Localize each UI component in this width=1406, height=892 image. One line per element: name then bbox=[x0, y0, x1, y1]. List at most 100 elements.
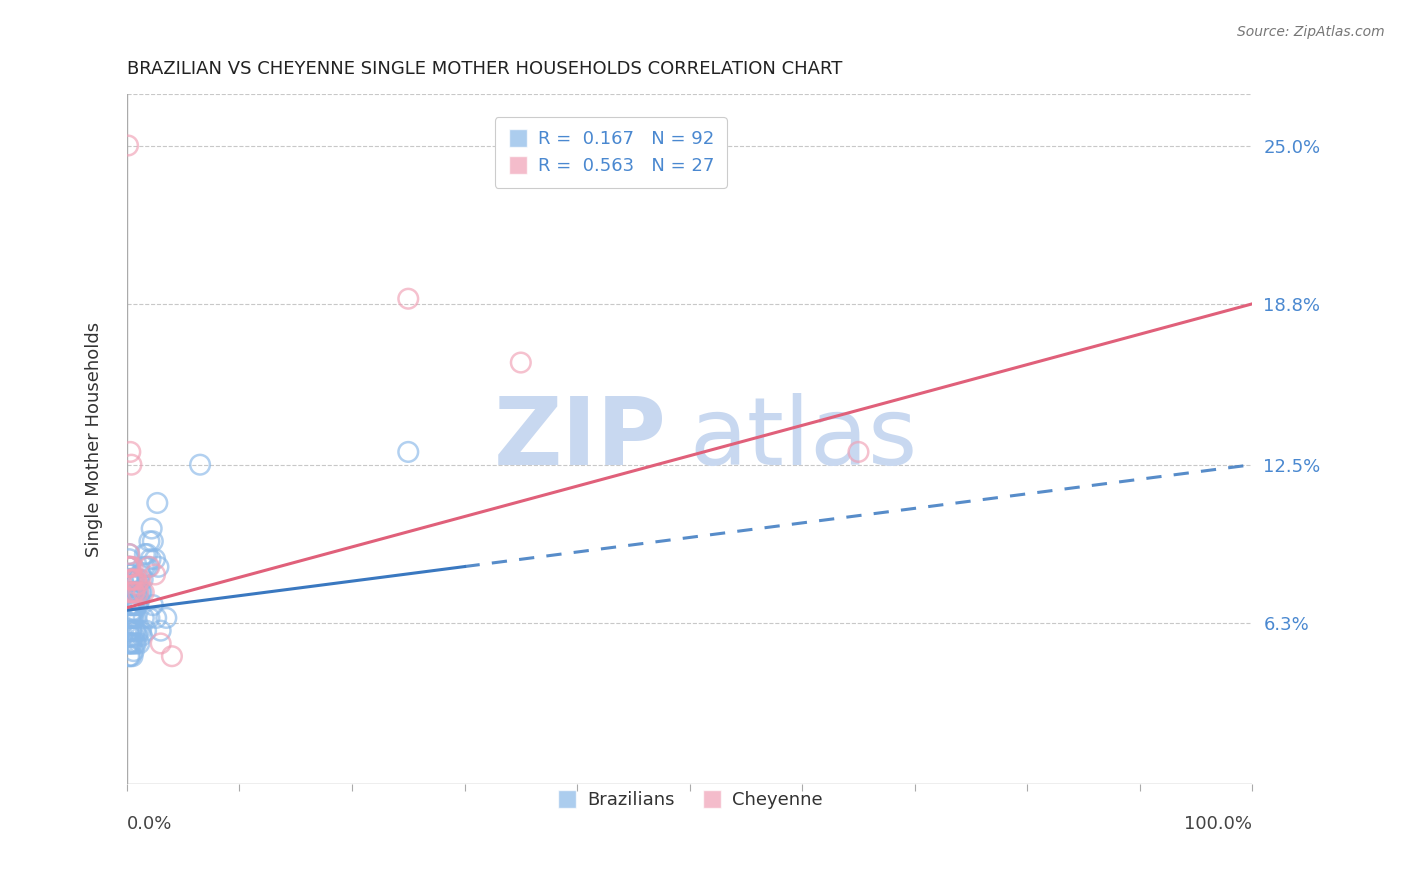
Point bbox=[127, 585, 149, 599]
Point bbox=[117, 624, 139, 638]
Point bbox=[125, 598, 148, 612]
Text: BRAZILIAN VS CHEYENNE SINGLE MOTHER HOUSEHOLDS CORRELATION CHART: BRAZILIAN VS CHEYENNE SINGLE MOTHER HOUS… bbox=[127, 60, 842, 78]
Point bbox=[118, 559, 141, 574]
Point bbox=[135, 624, 157, 638]
Point bbox=[125, 585, 148, 599]
Point bbox=[118, 636, 141, 650]
Point bbox=[121, 603, 143, 617]
Point bbox=[131, 585, 153, 599]
Point bbox=[120, 611, 142, 625]
Point bbox=[148, 559, 170, 574]
Point bbox=[129, 567, 152, 582]
Point bbox=[124, 603, 146, 617]
Point bbox=[127, 585, 149, 599]
Point bbox=[125, 636, 148, 650]
Point bbox=[120, 445, 142, 459]
Point bbox=[138, 534, 160, 549]
Point bbox=[120, 573, 142, 587]
Point bbox=[118, 567, 141, 582]
Point bbox=[125, 598, 148, 612]
Point bbox=[120, 629, 142, 643]
Point bbox=[134, 547, 156, 561]
Point bbox=[396, 445, 419, 459]
Point bbox=[121, 559, 143, 574]
Point bbox=[120, 577, 142, 591]
Point bbox=[122, 585, 145, 599]
Point bbox=[138, 559, 160, 574]
Point bbox=[120, 585, 142, 599]
Point bbox=[118, 598, 141, 612]
Point bbox=[122, 585, 145, 599]
Point bbox=[136, 559, 159, 574]
Point bbox=[121, 611, 143, 625]
Point bbox=[132, 559, 155, 574]
Point bbox=[121, 585, 143, 599]
Point bbox=[143, 552, 166, 566]
Point bbox=[149, 636, 172, 650]
Point bbox=[129, 624, 152, 638]
Point bbox=[396, 292, 419, 306]
Point bbox=[120, 585, 142, 599]
Point bbox=[142, 598, 165, 612]
Text: 0.0%: 0.0% bbox=[127, 814, 173, 832]
Point bbox=[122, 598, 145, 612]
Point bbox=[141, 522, 163, 536]
Point bbox=[122, 573, 145, 587]
Point bbox=[122, 611, 145, 625]
Point bbox=[188, 458, 211, 472]
Point bbox=[124, 593, 146, 607]
Point bbox=[120, 624, 142, 638]
Point bbox=[848, 445, 870, 459]
Text: ZIP: ZIP bbox=[495, 393, 666, 485]
Point bbox=[120, 611, 142, 625]
Point bbox=[124, 585, 146, 599]
Point bbox=[121, 593, 143, 607]
Text: atlas: atlas bbox=[689, 393, 918, 485]
Y-axis label: Single Mother Households: Single Mother Households bbox=[86, 322, 103, 557]
Point bbox=[125, 629, 148, 643]
Point bbox=[509, 355, 531, 369]
Point bbox=[118, 649, 141, 664]
Point bbox=[132, 611, 155, 625]
Point bbox=[120, 649, 142, 664]
Point bbox=[125, 585, 148, 599]
Point bbox=[124, 573, 146, 587]
Point bbox=[122, 629, 145, 643]
Point bbox=[160, 649, 183, 664]
Point bbox=[118, 585, 141, 599]
Point bbox=[121, 573, 143, 587]
Point bbox=[125, 611, 148, 625]
Point bbox=[117, 636, 139, 650]
Point bbox=[125, 577, 148, 591]
Point bbox=[143, 567, 166, 582]
Point bbox=[125, 573, 148, 587]
Point bbox=[118, 552, 141, 566]
Point bbox=[121, 573, 143, 587]
Point bbox=[127, 598, 149, 612]
Point bbox=[120, 585, 142, 599]
Point bbox=[135, 559, 157, 574]
Point bbox=[127, 624, 149, 638]
Point bbox=[117, 559, 139, 574]
Point bbox=[120, 458, 142, 472]
Point bbox=[136, 547, 159, 561]
Point bbox=[125, 624, 148, 638]
Point bbox=[124, 585, 146, 599]
Point bbox=[120, 559, 142, 574]
Text: Source: ZipAtlas.com: Source: ZipAtlas.com bbox=[1237, 25, 1385, 39]
Point bbox=[128, 593, 150, 607]
Point bbox=[128, 573, 150, 587]
Point bbox=[120, 567, 142, 582]
Point bbox=[131, 629, 153, 643]
Point bbox=[121, 649, 143, 664]
Point bbox=[120, 559, 142, 574]
Point bbox=[118, 547, 141, 561]
Point bbox=[145, 611, 167, 625]
Point bbox=[122, 644, 145, 658]
Point bbox=[118, 559, 141, 574]
Point bbox=[120, 624, 142, 638]
Point bbox=[129, 585, 152, 599]
Point bbox=[129, 573, 152, 587]
Point bbox=[124, 624, 146, 638]
Text: 100.0%: 100.0% bbox=[1184, 814, 1253, 832]
